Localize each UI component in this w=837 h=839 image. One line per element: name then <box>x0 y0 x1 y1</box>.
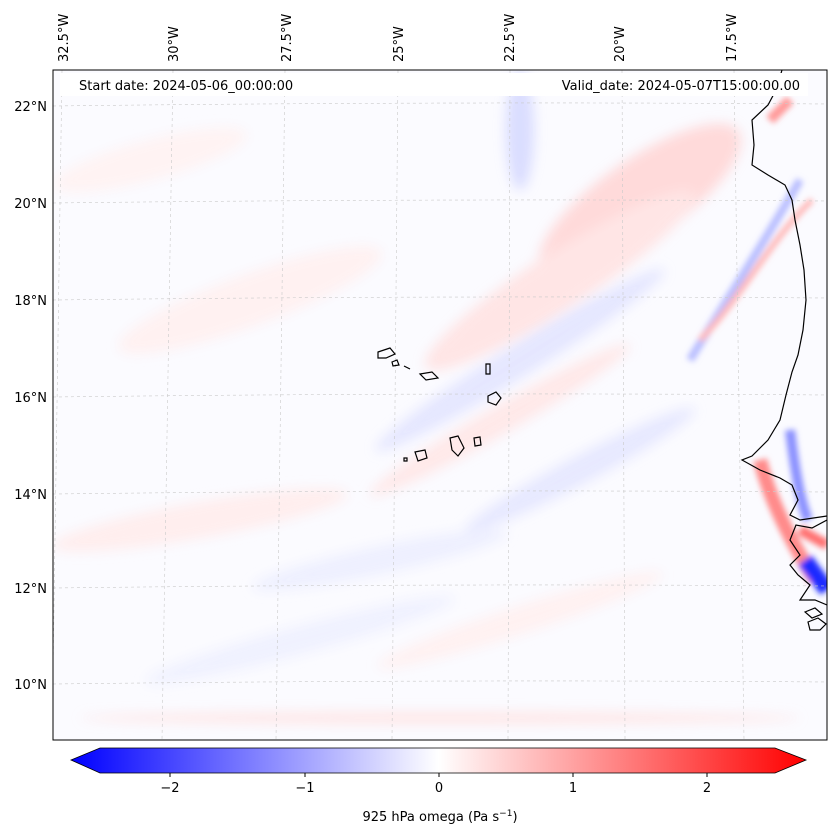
cabo-verde-islands <box>377 347 502 462</box>
colorbar-tick-label: −1 <box>295 781 314 796</box>
latitude-labels: 22°N 20°N 18°N 16°N 14°N 12°N 10°N <box>14 100 47 693</box>
header-strip <box>60 73 808 96</box>
colorbar-tick-label: 2 <box>703 781 711 796</box>
colorbar-tick-label: −2 <box>160 781 179 796</box>
map-frame <box>52 69 828 741</box>
lon-label: 32.5°W <box>57 14 72 62</box>
lat-label: 16°N <box>14 391 47 406</box>
colorbar-tick-label: 0 <box>435 781 443 796</box>
lon-label: 30°W <box>167 26 182 62</box>
lon-label: 17.5°W <box>725 14 740 62</box>
lat-label: 18°N <box>14 294 47 309</box>
valid-date-label: Valid_date: 2024-05-07T15:00:00.00 <box>562 79 800 94</box>
lon-label: 22.5°W <box>503 14 518 62</box>
colorbar-label: 925 hPa omega (Pa s−1) <box>362 809 517 825</box>
omega-field <box>53 70 827 740</box>
coastline <box>740 70 827 631</box>
lon-label: 27.5°W <box>280 14 295 62</box>
lat-label: 20°N <box>14 197 47 212</box>
lon-label: 25°W <box>392 26 407 62</box>
colorbar: −2 −1 0 1 2 925 hPa omega (Pa s−1) <box>69 747 808 825</box>
lat-label: 10°N <box>14 678 47 693</box>
lat-label: 12°N <box>14 582 47 597</box>
start-date-label: Start date: 2024-05-06_00:00:00 <box>79 79 293 94</box>
lat-label: 14°N <box>14 488 47 503</box>
colorbar-gradient <box>69 747 808 774</box>
longitude-labels: 32.5°W 30°W 27.5°W 25°W 22.5°W 20°W 17.5… <box>57 14 740 62</box>
lon-label: 20°W <box>613 26 628 62</box>
colorbar-tick-label: 1 <box>569 781 577 796</box>
lat-label: 22°N <box>14 100 47 115</box>
graticule <box>53 70 827 740</box>
